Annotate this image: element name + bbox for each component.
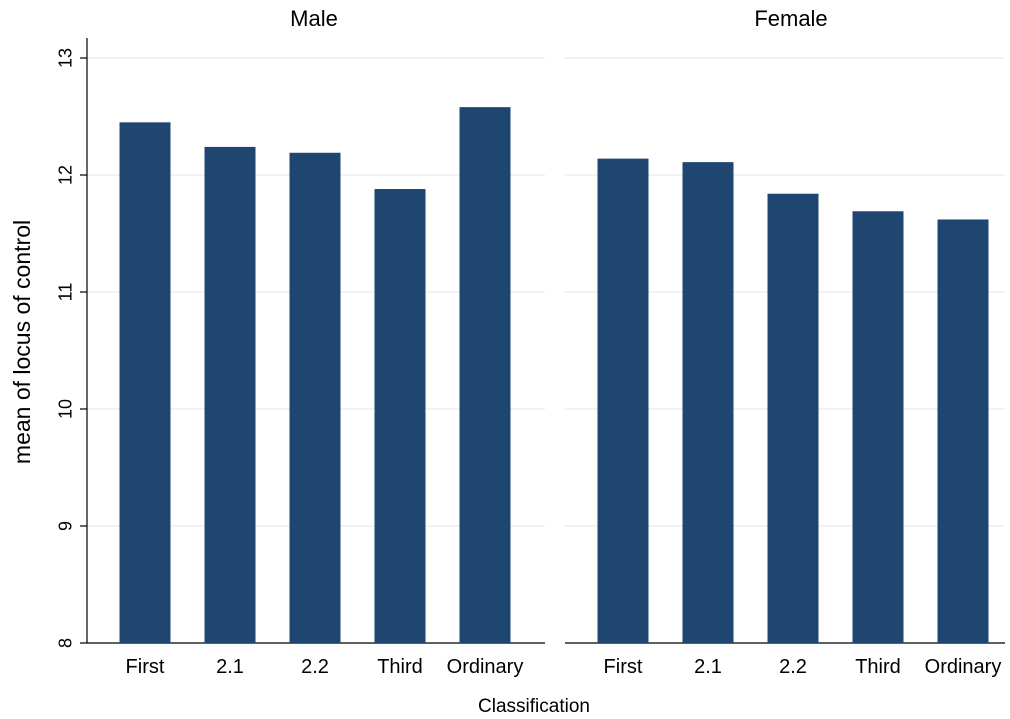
bar-male-5 (459, 107, 511, 643)
x-tick-label: 2.1 (694, 656, 722, 678)
bar-female-3 (767, 193, 819, 643)
bar-male-4 (374, 189, 426, 644)
y-tick-label: 10 (55, 399, 75, 419)
x-tick-label: Third (855, 656, 901, 678)
bar-male-3 (289, 152, 341, 643)
panel-title: Male (290, 6, 338, 31)
x-tick-label: Ordinary (925, 656, 1002, 678)
bar-female-1 (597, 158, 649, 643)
y-tick-label: 8 (55, 638, 75, 648)
x-tick-label: 2.1 (216, 656, 244, 678)
bar-female-2 (682, 162, 734, 643)
x-tick-label: 2.2 (779, 656, 807, 678)
bar-female-4 (852, 211, 904, 643)
bar-male-2 (204, 146, 256, 644)
x-tick-label: Ordinary (447, 656, 524, 678)
panels-layer: First 2.1 2.2 Third Ordinary Male First 2.1 2.2 T… (55, 6, 1005, 678)
y-tick-label: 13 (55, 48, 75, 68)
panel-1: First 2.1 2.2 Third Ordinary Male (87, 6, 545, 678)
x-tick-label: First (604, 656, 643, 678)
y-axis: 8 9 10 11 12 13 (55, 38, 88, 648)
y-axis-title: mean of locus of control (9, 220, 35, 464)
bar-female-5 (937, 219, 989, 643)
x-tick-label: Third (377, 656, 423, 678)
x-tick-label: First (126, 656, 165, 678)
panel-2: First 2.1 2.2 Third Ordinary Female (565, 6, 1005, 678)
y-tick-label: 12 (55, 165, 75, 185)
y-tick-label: 11 (55, 283, 75, 302)
x-axis-title: Classification (478, 696, 590, 717)
bar-male-1 (119, 122, 171, 644)
x-tick-label: 2.2 (301, 656, 329, 678)
panel-title: Female (754, 6, 827, 31)
y-tick-label: 9 (55, 521, 75, 531)
